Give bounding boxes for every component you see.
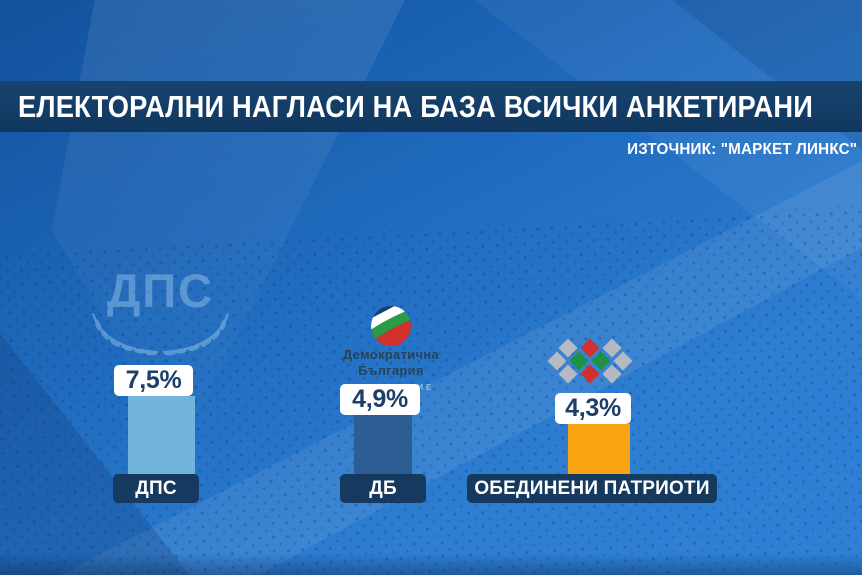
db-logo-text-line1: Демократична bbox=[342, 347, 440, 362]
bottom-shade bbox=[0, 553, 862, 575]
headline-banner: ЕЛЕКТОРАЛНИ НАГЛАСИ НА БАЗА ВСИЧКИ АНКЕТ… bbox=[0, 81, 862, 132]
value-badge-dps: 7,5% bbox=[114, 365, 193, 396]
value-badge-db: 4,9% bbox=[340, 384, 420, 415]
united-patriots-logo bbox=[548, 338, 633, 384]
party-label-united-patriots: ОБЕДИНЕНИ ПАТРИОТИ bbox=[467, 474, 717, 503]
dps-watermark-logo: ДПС bbox=[88, 264, 233, 356]
dps-watermark-text: ДПС bbox=[106, 264, 215, 317]
db-logo: Демократична България ОБЕДИНЕНИЕ bbox=[326, 306, 456, 395]
source-caption: ИЗТОЧНИК: "МАРКЕТ ЛИНКС" bbox=[626, 141, 857, 158]
db-logo-text-line2: България bbox=[358, 363, 424, 378]
bar-dps bbox=[128, 396, 195, 474]
laurel-wreath-icon bbox=[92, 313, 229, 356]
party-label-db: ДБ bbox=[340, 474, 426, 503]
value-badge-united-patriots: 4,3% bbox=[555, 393, 631, 424]
bar-db bbox=[354, 415, 412, 474]
db-circle-icon bbox=[371, 306, 411, 346]
party-label-dps: ДПС bbox=[113, 474, 199, 503]
chart-title: ЕЛЕКТОРАЛНИ НАГЛАСИ НА БАЗА ВСИЧКИ АНКЕТ… bbox=[18, 88, 814, 124]
bar-united-patriots bbox=[568, 424, 630, 474]
